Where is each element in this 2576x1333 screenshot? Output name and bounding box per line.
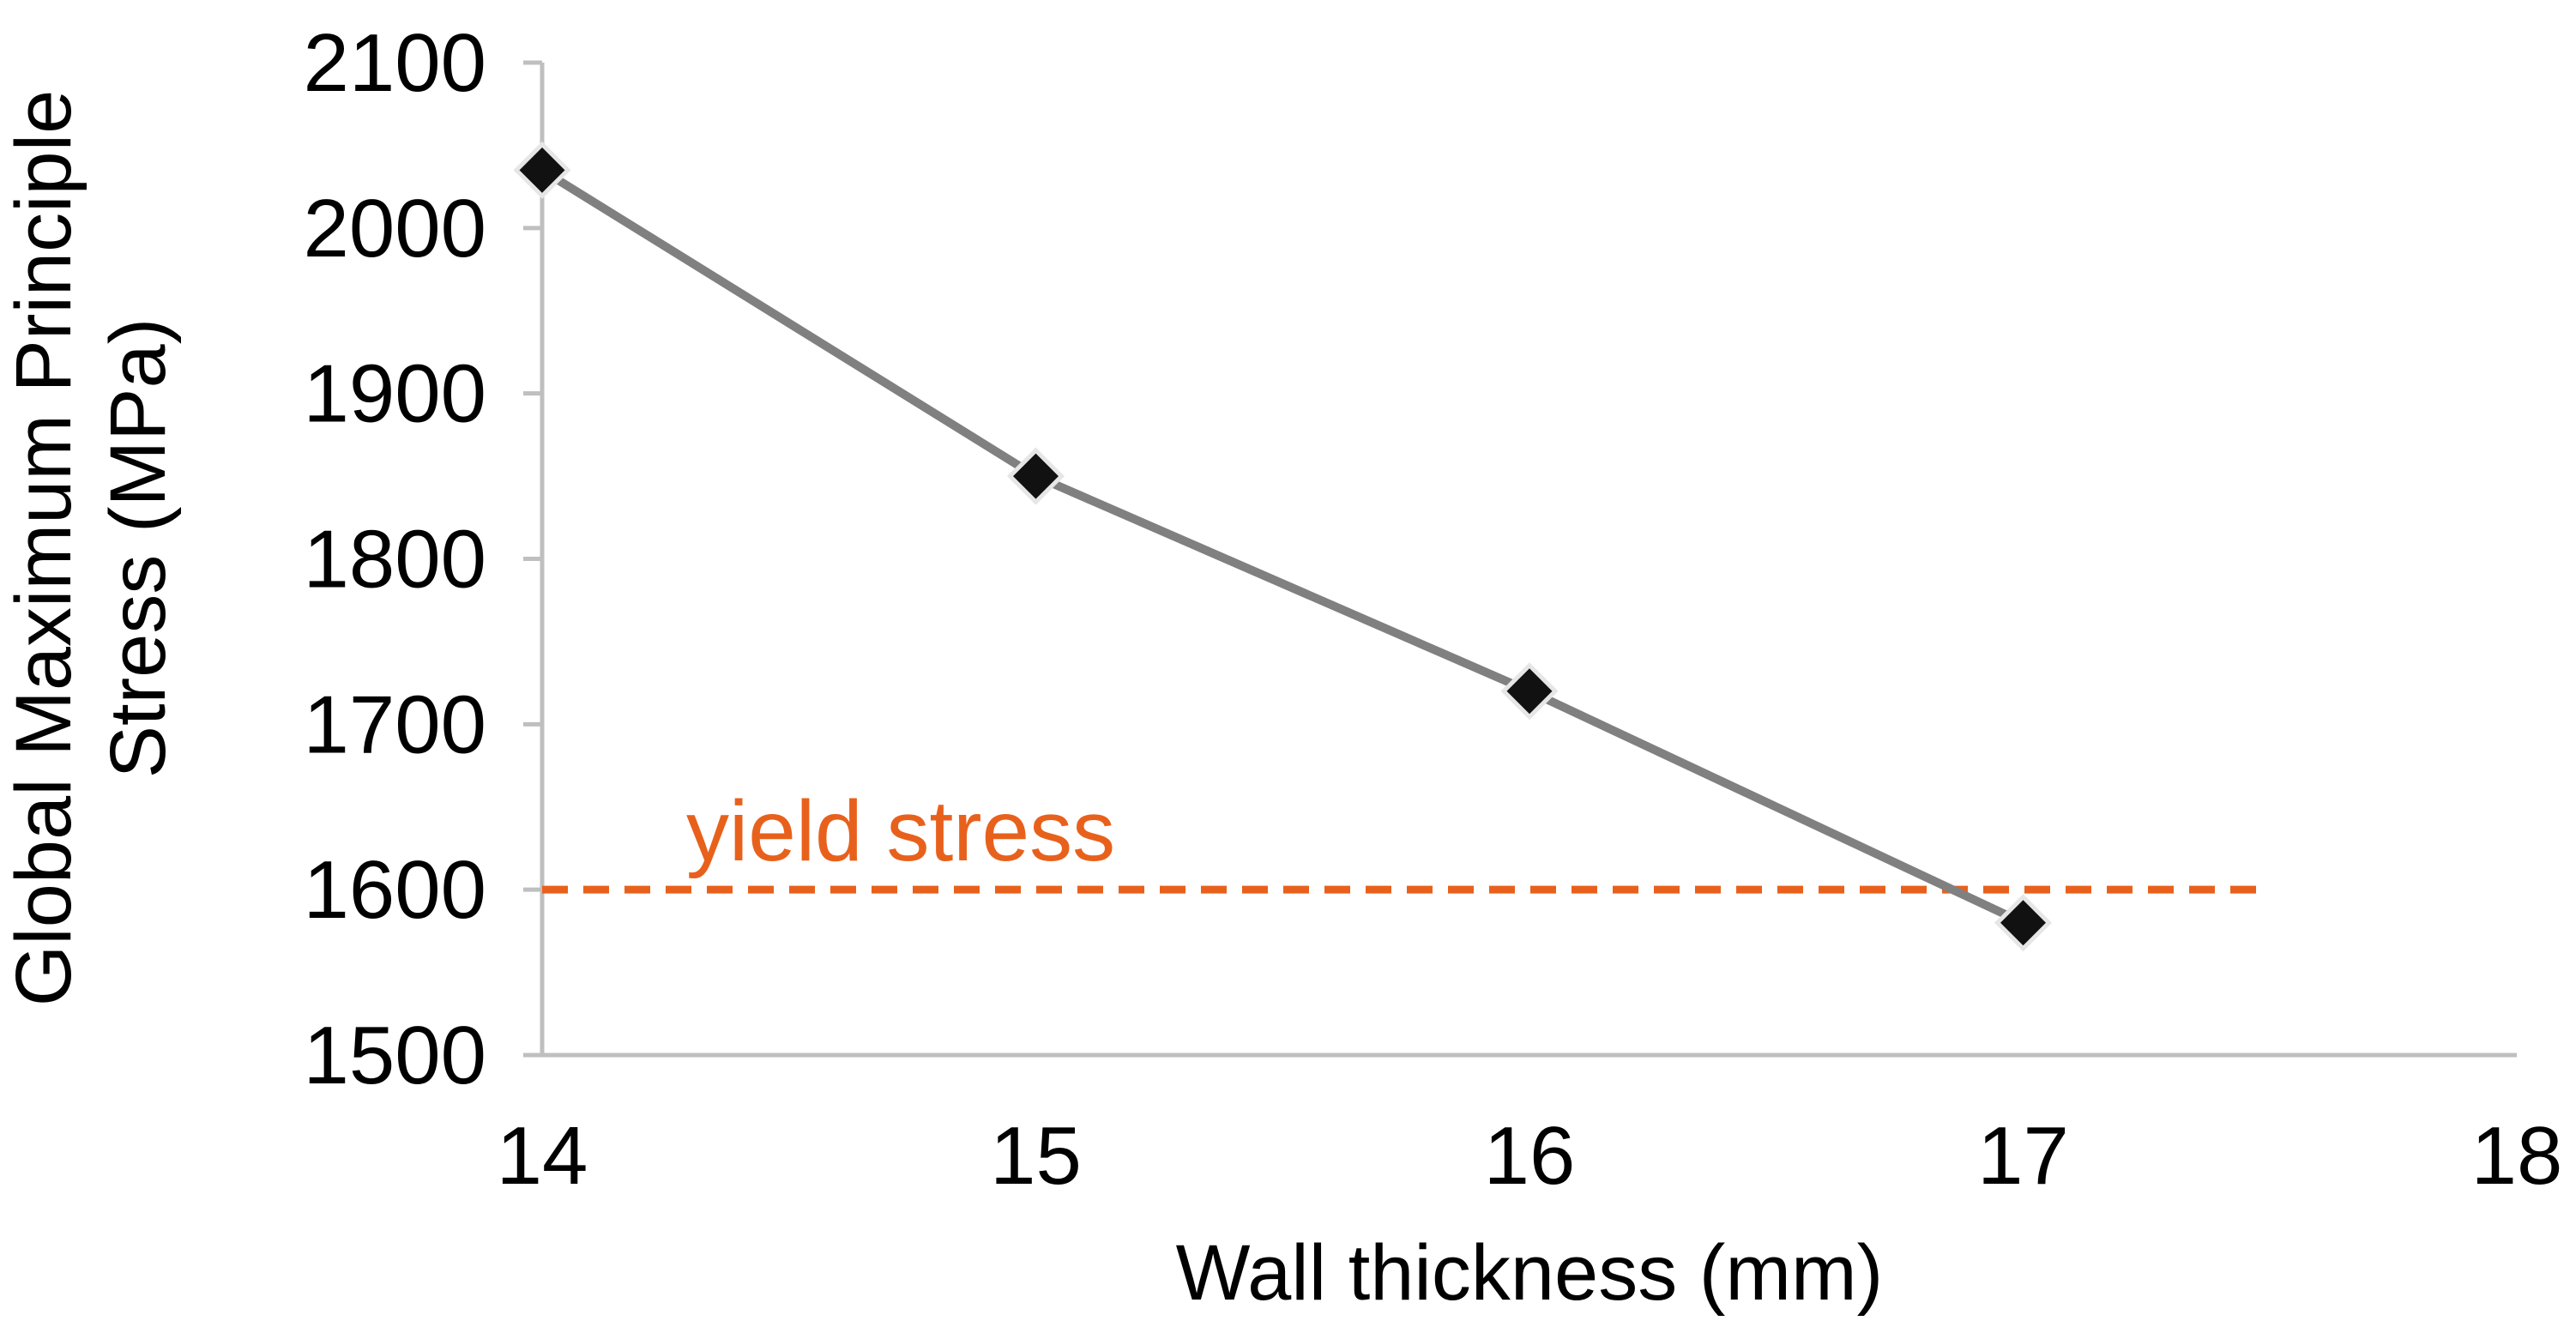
data-point-marker [1500,662,1559,721]
x-axis-tick-label: 14 [497,1110,588,1202]
x-axis-tick-label: 16 [1484,1110,1576,1202]
data-point-marker [1006,447,1065,505]
x-axis-tick-label: 18 [2471,1110,2563,1202]
x-axis-title: Wall thickness (mm) [1175,1229,1884,1317]
y-axis-tick-label: 1600 [303,844,486,936]
y-axis-tick-label: 1700 [303,679,486,770]
x-axis-tick-label: 17 [1977,1110,2069,1202]
x-axis-tick-label: 15 [990,1110,1082,1202]
data-series-line [538,166,2028,927]
y-axis-tick-label: 1900 [303,348,486,440]
yield-stress-annotation: yield stress [686,783,1116,879]
data-point-marker [1994,894,2053,952]
y-axis-tick-label: 2000 [303,183,486,274]
y-axis-tick-label: 2100 [303,17,486,109]
y-axis-tick-label: 1800 [303,514,486,606]
y-axis-tick-label: 1500 [303,1010,486,1101]
data-point-marker [513,141,571,199]
